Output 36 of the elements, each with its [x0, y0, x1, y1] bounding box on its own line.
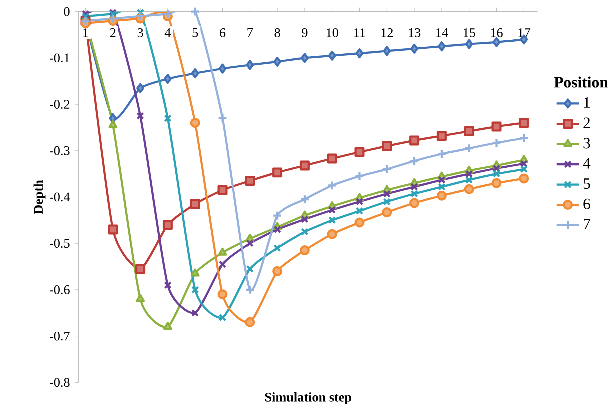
x-tick-label: 14 — [436, 28, 448, 38]
legend-label: 7 — [584, 219, 590, 230]
y-tick-label: 0 — [64, 8, 70, 16]
x-tick-label: 16 — [491, 28, 503, 38]
y-tick-label: -0.3 — [50, 146, 70, 156]
x-axis-title: Simulation step — [265, 392, 352, 405]
x-tick-label: 4 — [164, 28, 172, 38]
x-tick-label: 7 — [248, 28, 254, 38]
x-tick-label: 6 — [220, 28, 226, 38]
y-tick-label: -0.7 — [50, 332, 70, 341]
x-tick-label: 12 — [382, 28, 393, 38]
legend-label: 3 — [584, 138, 590, 149]
legend-label: 6 — [584, 199, 590, 210]
x-tick-label: 9 — [302, 28, 308, 38]
legend-label: 4 — [583, 158, 591, 169]
y-tick-label: -0.2 — [50, 100, 70, 110]
x-tick-label: 11 — [354, 28, 366, 38]
x-tick-label: 3 — [138, 28, 144, 38]
legend-label: 2 — [584, 118, 590, 128]
y-tick-label: -0.4 — [50, 192, 70, 202]
y-tick-label: -0.8 — [50, 378, 70, 388]
x-tick-label: 8 — [274, 28, 280, 38]
y-tick-label: -0.1 — [50, 54, 70, 63]
x-tick-label: 1 — [84, 28, 88, 38]
x-tick-label: 17 — [518, 28, 530, 38]
x-tick-label: 15 — [464, 28, 476, 38]
y-tick-label: -0.6 — [50, 286, 70, 295]
legend-title: Position — [554, 76, 608, 88]
y-axis-title: Depth — [34, 180, 46, 214]
x-tick-label: 2 — [110, 28, 116, 38]
y-tick-label: -0.5 — [50, 239, 70, 248]
x-tick-label: 13 — [409, 28, 421, 38]
legend-label: 1 — [584, 98, 590, 108]
x-tick-label: 5 — [192, 28, 198, 38]
legend-label: 5 — [584, 178, 590, 190]
x-tick-label: 10 — [326, 28, 338, 38]
